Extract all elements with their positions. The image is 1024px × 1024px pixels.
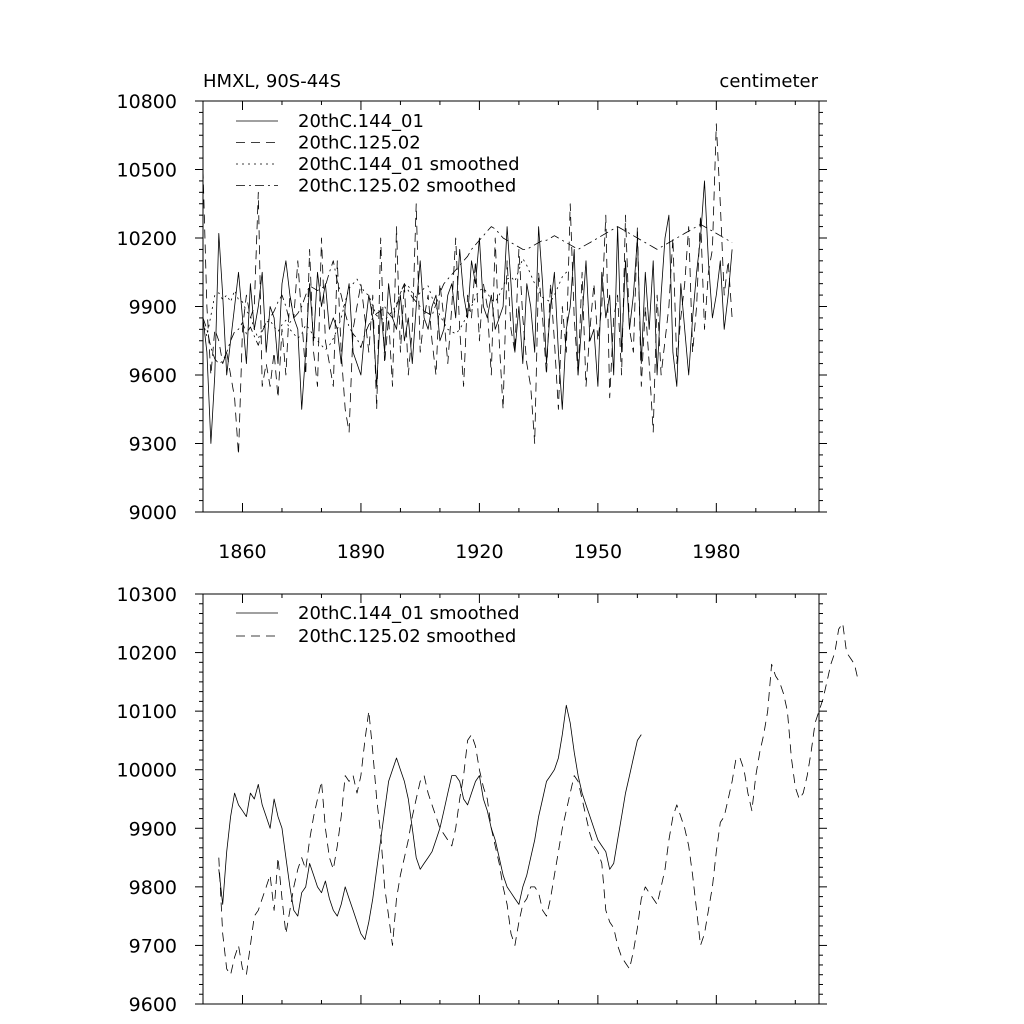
legend-label: 20thC.144_01 smoothed [298,603,520,624]
bottom-y-axis: 9600 9700 9800 9900 10000 10100 10200 10300 [117,584,827,1016]
y-tick-label: 9300 [129,434,177,456]
top-series-group [202,123,733,456]
top-title-left: HMXL, 90S-44S [203,71,341,92]
y-tick-label: 9700 [129,935,177,957]
y-tick-label: 9800 [129,877,177,899]
bottom-panel: 9600 9700 9800 9900 10000 10100 10200 10300 20t… [117,584,859,1016]
y-tick-label: 10200 [117,643,177,665]
y-tick-label: 10200 [117,228,177,250]
y-tick-label: 9000 [129,502,177,524]
y-tick-label: 9900 [129,297,177,319]
legend-label: 20thC.125.02 [298,133,421,154]
legend-label: 20thC.125.02 smoothed [298,626,516,647]
y-tick-label: 10500 [117,160,177,182]
bottom-x-axis [241,594,796,1004]
series-line-20thc-125-02-smoothed [202,223,733,365]
x-tick-label: 1950 [574,541,622,563]
series-line-20thc-125-02 [202,123,733,456]
top-title-right: centimeter [719,71,818,92]
x-tick-label: 1890 [337,541,385,563]
y-tick-label: 9600 [129,365,177,387]
series-line-20thc-125-02-smoothed [218,622,859,976]
legend-label: 20thC.144_01 [298,111,424,132]
series-line-20thc-144-01-smoothed [218,704,642,940]
y-tick-label: 10000 [117,760,177,782]
x-tick-label: 1980 [692,541,740,563]
series-line-20thc-144-01-smoothed [202,258,571,351]
top-x-axis: 1860 1890 1920 1950 1980 [218,101,796,563]
legend-label: 20thC.125.02 smoothed [298,176,516,197]
x-tick-label: 1860 [218,541,266,563]
y-tick-label: 10100 [117,701,177,723]
top-panel: HMXL, 90S-44S centimeter 9000 9300 9600 990… [117,71,827,563]
y-tick-label: 10300 [117,584,177,606]
y-tick-label: 10800 [117,91,177,113]
x-tick-label: 1920 [455,541,503,563]
top-y-axis: 9000 9300 9600 9900 10200 10500 10800 [117,91,827,524]
y-tick-label: 9900 [129,818,177,840]
y-tick-label: 9600 [129,994,177,1016]
bottom-series-group [218,622,859,976]
legend-label: 20thC.144_01 smoothed [298,154,520,175]
